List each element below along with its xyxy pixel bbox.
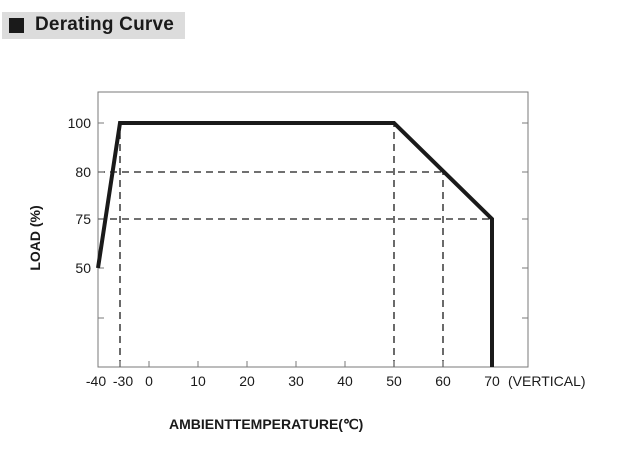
x-tick-label: 20 <box>239 373 255 389</box>
y-tick-label: 80 <box>75 164 91 180</box>
x-tick-label: 30 <box>288 373 304 389</box>
derating-line <box>96 121 494 367</box>
y-axis-title: LOAD (%) <box>27 205 43 270</box>
x-axis-title: AMBIENTTEMPERATURE(℃) <box>169 416 363 432</box>
x-tick-label: 50 <box>386 373 402 389</box>
x-tick-label: -40 <box>86 373 106 389</box>
x-tick-labels: -40 -30 0 10 20 30 40 50 60 70 <box>86 373 500 389</box>
x-tick-label: 40 <box>337 373 353 389</box>
reference-lines <box>98 123 492 367</box>
y-tick-label: 75 <box>75 211 91 227</box>
section-header: Derating Curve <box>2 12 185 39</box>
y-tick-label: 100 <box>68 115 92 131</box>
section-title: Derating Curve <box>35 14 175 35</box>
y-tick-label: 50 <box>75 260 91 276</box>
x-tick-label: 70 <box>484 373 500 389</box>
x-tick-label: 60 <box>435 373 451 389</box>
x-tick-label: 10 <box>190 373 206 389</box>
x-tick-label: 0 <box>145 373 153 389</box>
x-tick-label: -30 <box>113 373 133 389</box>
plot-frame <box>97 91 529 368</box>
y-tick-labels: 50 75 80 100 <box>68 115 92 276</box>
tick-marks <box>97 122 528 367</box>
x-axis-suffix: (VERTICAL) <box>508 373 586 389</box>
header-square-icon <box>9 18 24 33</box>
series-layer <box>96 121 494 367</box>
